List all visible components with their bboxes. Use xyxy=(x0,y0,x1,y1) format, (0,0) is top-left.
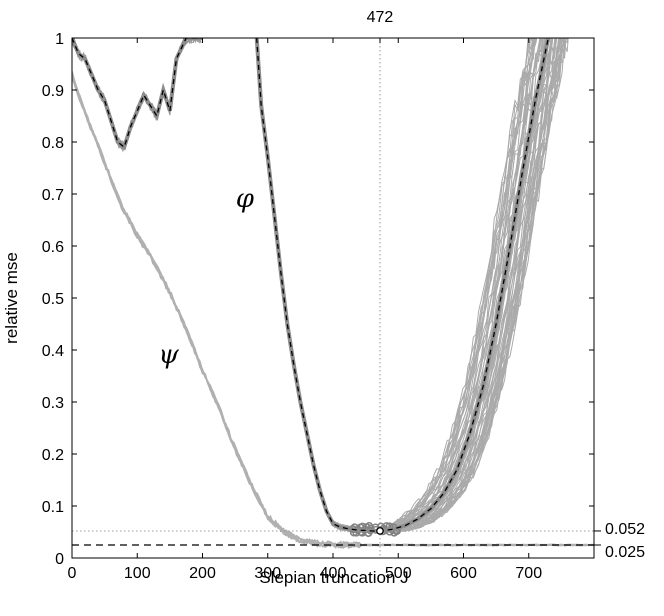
y-tick-label: 0.9 xyxy=(42,83,64,100)
optimum-label: 472 xyxy=(367,9,394,26)
x-tick-label: 200 xyxy=(189,565,216,582)
y-tick-label: 0.4 xyxy=(42,343,64,360)
x-tick-label: 0 xyxy=(68,565,77,582)
x-tick-label: 400 xyxy=(320,565,347,582)
y-tick-label: 0.2 xyxy=(42,447,64,464)
x-tick-label: 300 xyxy=(254,565,281,582)
y-tick-label: 0 xyxy=(55,551,64,568)
ensemble-curves xyxy=(72,38,594,550)
minimum-marker xyxy=(376,527,384,535)
phi-ensemble-curve xyxy=(256,38,554,534)
x-tick-label: 600 xyxy=(450,565,477,582)
curve-label: φ xyxy=(236,184,255,214)
y-tick-label: 1 xyxy=(55,31,64,48)
y-tick-label: 0.5 xyxy=(42,291,64,308)
x-tick-label: 700 xyxy=(515,565,542,582)
right-annotation-label: 0.052 xyxy=(605,521,645,538)
right-annotation-label: 0.025 xyxy=(605,544,645,561)
phi-mean-halo xyxy=(254,38,551,533)
x-tick-label: 100 xyxy=(124,565,151,582)
y-axis-label: relative mse xyxy=(2,252,21,344)
annotations: 472 0.052 0.025 φ ψ xyxy=(158,9,645,561)
y-tick-label: 0.3 xyxy=(42,395,64,412)
x-axis-label: Slepian truncation J xyxy=(259,568,408,587)
y-tick-label: 0.1 xyxy=(42,499,64,516)
plot-area xyxy=(72,38,594,558)
reference-lines xyxy=(72,38,594,558)
phi-mean-curve xyxy=(256,38,549,532)
axis-ticks: 0 100 200 300 400 500 600 700 0 0.1 0.2 0.3 0.4 0.5 0.… xyxy=(42,31,594,582)
curve-label: ψ xyxy=(158,340,179,370)
y-tick-label: 0.6 xyxy=(42,239,64,256)
x-tick-label: 500 xyxy=(385,565,412,582)
y-tick-label: 0.8 xyxy=(42,135,64,152)
mean-curves xyxy=(72,38,551,535)
y-tick-label: 0.7 xyxy=(42,187,64,204)
phi-mean-curve xyxy=(72,38,203,149)
